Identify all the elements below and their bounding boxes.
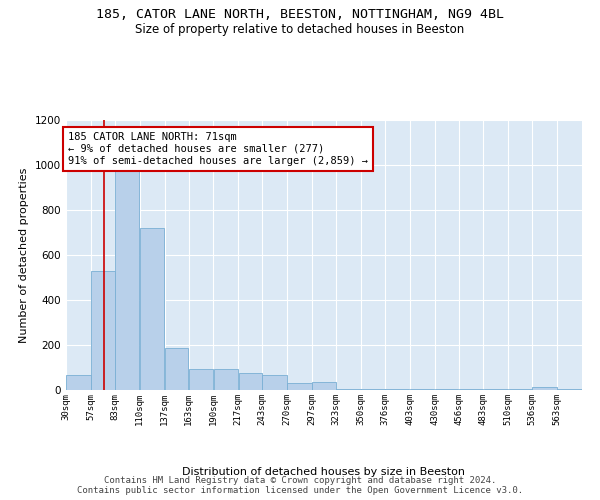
Bar [115, 156, 139, 390]
Bar [509, 389, 532, 390]
Bar [214, 368, 238, 390]
Text: 185 CATOR LANE NORTH: 71sqm
← 9% of detached houses are smaller (277)
91% of sem: 185 CATOR LANE NORTH: 71sqm ← 9% of deta… [68, 132, 368, 166]
Bar [312, 382, 336, 390]
Bar [140, 228, 164, 390]
Bar [459, 389, 483, 390]
Bar [189, 368, 213, 390]
Text: Contains HM Land Registry data © Crown copyright and database right 2024.
Contai: Contains HM Land Registry data © Crown c… [77, 476, 523, 495]
Bar [91, 271, 115, 390]
Bar [410, 389, 434, 390]
Bar [361, 389, 385, 390]
Bar [557, 389, 582, 390]
Bar [532, 386, 557, 390]
Text: Size of property relative to detached houses in Beeston: Size of property relative to detached ho… [136, 22, 464, 36]
Bar [385, 389, 409, 390]
X-axis label: Distribution of detached houses by size in Beeston: Distribution of detached houses by size … [182, 466, 466, 476]
Bar [287, 383, 312, 390]
Bar [484, 389, 508, 390]
Y-axis label: Number of detached properties: Number of detached properties [19, 168, 29, 342]
Bar [165, 348, 188, 390]
Bar [336, 389, 361, 390]
Bar [66, 376, 91, 390]
Bar [239, 373, 262, 390]
Bar [262, 376, 287, 390]
Bar [435, 389, 458, 390]
Text: 185, CATOR LANE NORTH, BEESTON, NOTTINGHAM, NG9 4BL: 185, CATOR LANE NORTH, BEESTON, NOTTINGH… [96, 8, 504, 20]
